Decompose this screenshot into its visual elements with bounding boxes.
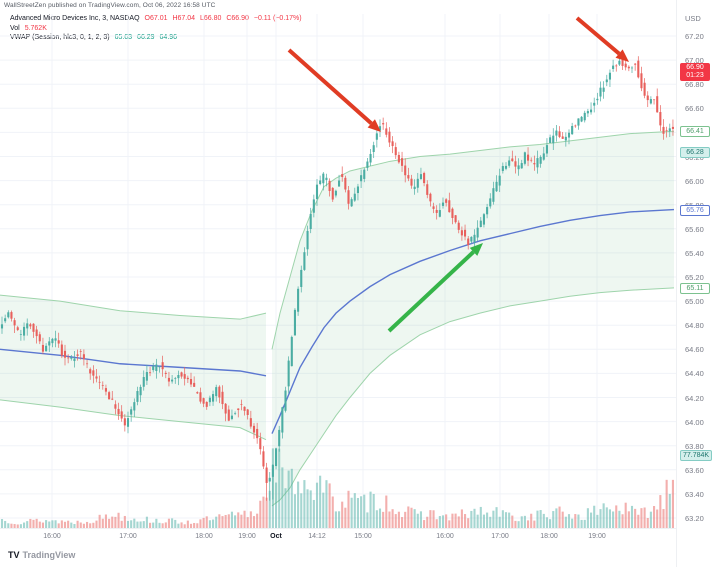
price-tick: 64.20 [685,393,704,403]
indicator-axis-label: 65.11 [680,282,710,294]
ohlc-open: O67.01 [144,15,168,22]
price-tick: 64.00 [685,417,704,427]
price-tick: 63.80 [685,441,704,451]
price-tick: 66.00 [685,176,704,186]
volume-label: Vol [10,24,20,32]
time-axis[interactable]: 16:00 17:00 18:00 19:00 Oct 14:12 15:00 16:00 17… [0,528,676,548]
vwap-indicator-title[interactable]: VWAP (Session, hlc3, 0, 1, 2, 3) [10,34,110,41]
symbol-title[interactable]: Advanced Micro Devices Inc, 3, NASDAQ [10,15,140,22]
ohlc-high: H67.04 [172,15,196,22]
time-tick: 17:00 [119,533,137,540]
price-tick: 65.60 [685,224,704,234]
price-tick: 66.60 [685,104,704,114]
last-price-label: 66.90 01:23 [680,63,710,82]
vwap-value-3: 64.96 [159,34,178,41]
time-tick: 14:12 [308,533,326,540]
price-tick: 67.20 [685,32,704,41]
chart-legend: Advanced Micro Devices Inc, 3, NASDAQ O6… [10,14,305,43]
price-axis[interactable]: USD 67.2067.0066.8066.6066.4066.2066.006… [676,0,720,567]
price-tick: 64.60 [685,345,704,355]
tradingview-logo-icon: TV [8,550,20,560]
price-tick: 65.00 [685,297,704,307]
indicator-axis-label: 66.28 [680,146,710,158]
price-change: −0.11 (−0.17%) [253,15,302,22]
volume-legend-row[interactable]: Vol 5.762K [10,24,305,34]
tradingview-logo-text: TradingView [22,550,76,560]
price-tick: 64.80 [685,321,704,331]
publish-attribution: WallStreetZen published on TradingView.c… [4,2,216,9]
indicator-axis-label: 66.41 [680,126,710,138]
time-tick: 16:00 [436,533,454,540]
price-tick: 64.40 [685,369,704,379]
time-tick: 16:00 [43,533,61,540]
tradingview-logo[interactable]: TV TradingView [8,550,75,560]
time-tick: 19:00 [588,533,606,540]
time-tick: 17:00 [491,533,509,540]
time-tick: 18:00 [195,533,213,540]
symbol-legend-row[interactable]: Advanced Micro Devices Inc, 3, NASDAQ O6… [10,14,305,24]
price-tick: 63.60 [685,465,704,475]
vwap-value-1: 65.63 [114,34,133,41]
ohlc-close: C66.90 [226,15,249,22]
vwap-legend-row[interactable]: VWAP (Session, hlc3, 0, 1, 2, 3) 65.63 6… [10,33,305,43]
price-tick: 65.40 [685,248,704,258]
price-tick: 63.40 [685,489,704,499]
ohlc-low: L66.80 [199,15,222,22]
volume-value: 5.762K [24,24,47,32]
volume-axis-label: 77.784K [680,450,713,461]
time-tick: Oct [270,533,282,540]
price-tick: 66.80 [685,80,704,90]
time-tick: 18:00 [540,533,558,540]
time-tick: 15:00 [354,533,372,540]
indicator-axis-label: 65.76 [680,204,710,216]
price-tick: 63.20 [685,514,704,523]
price-tick: 67.00 [685,56,704,66]
currency-label: USD [685,14,701,23]
vwap-value-2: 66.29 [137,34,155,41]
time-tick: 19:00 [238,533,256,540]
price-tick: 65.20 [685,273,704,282]
